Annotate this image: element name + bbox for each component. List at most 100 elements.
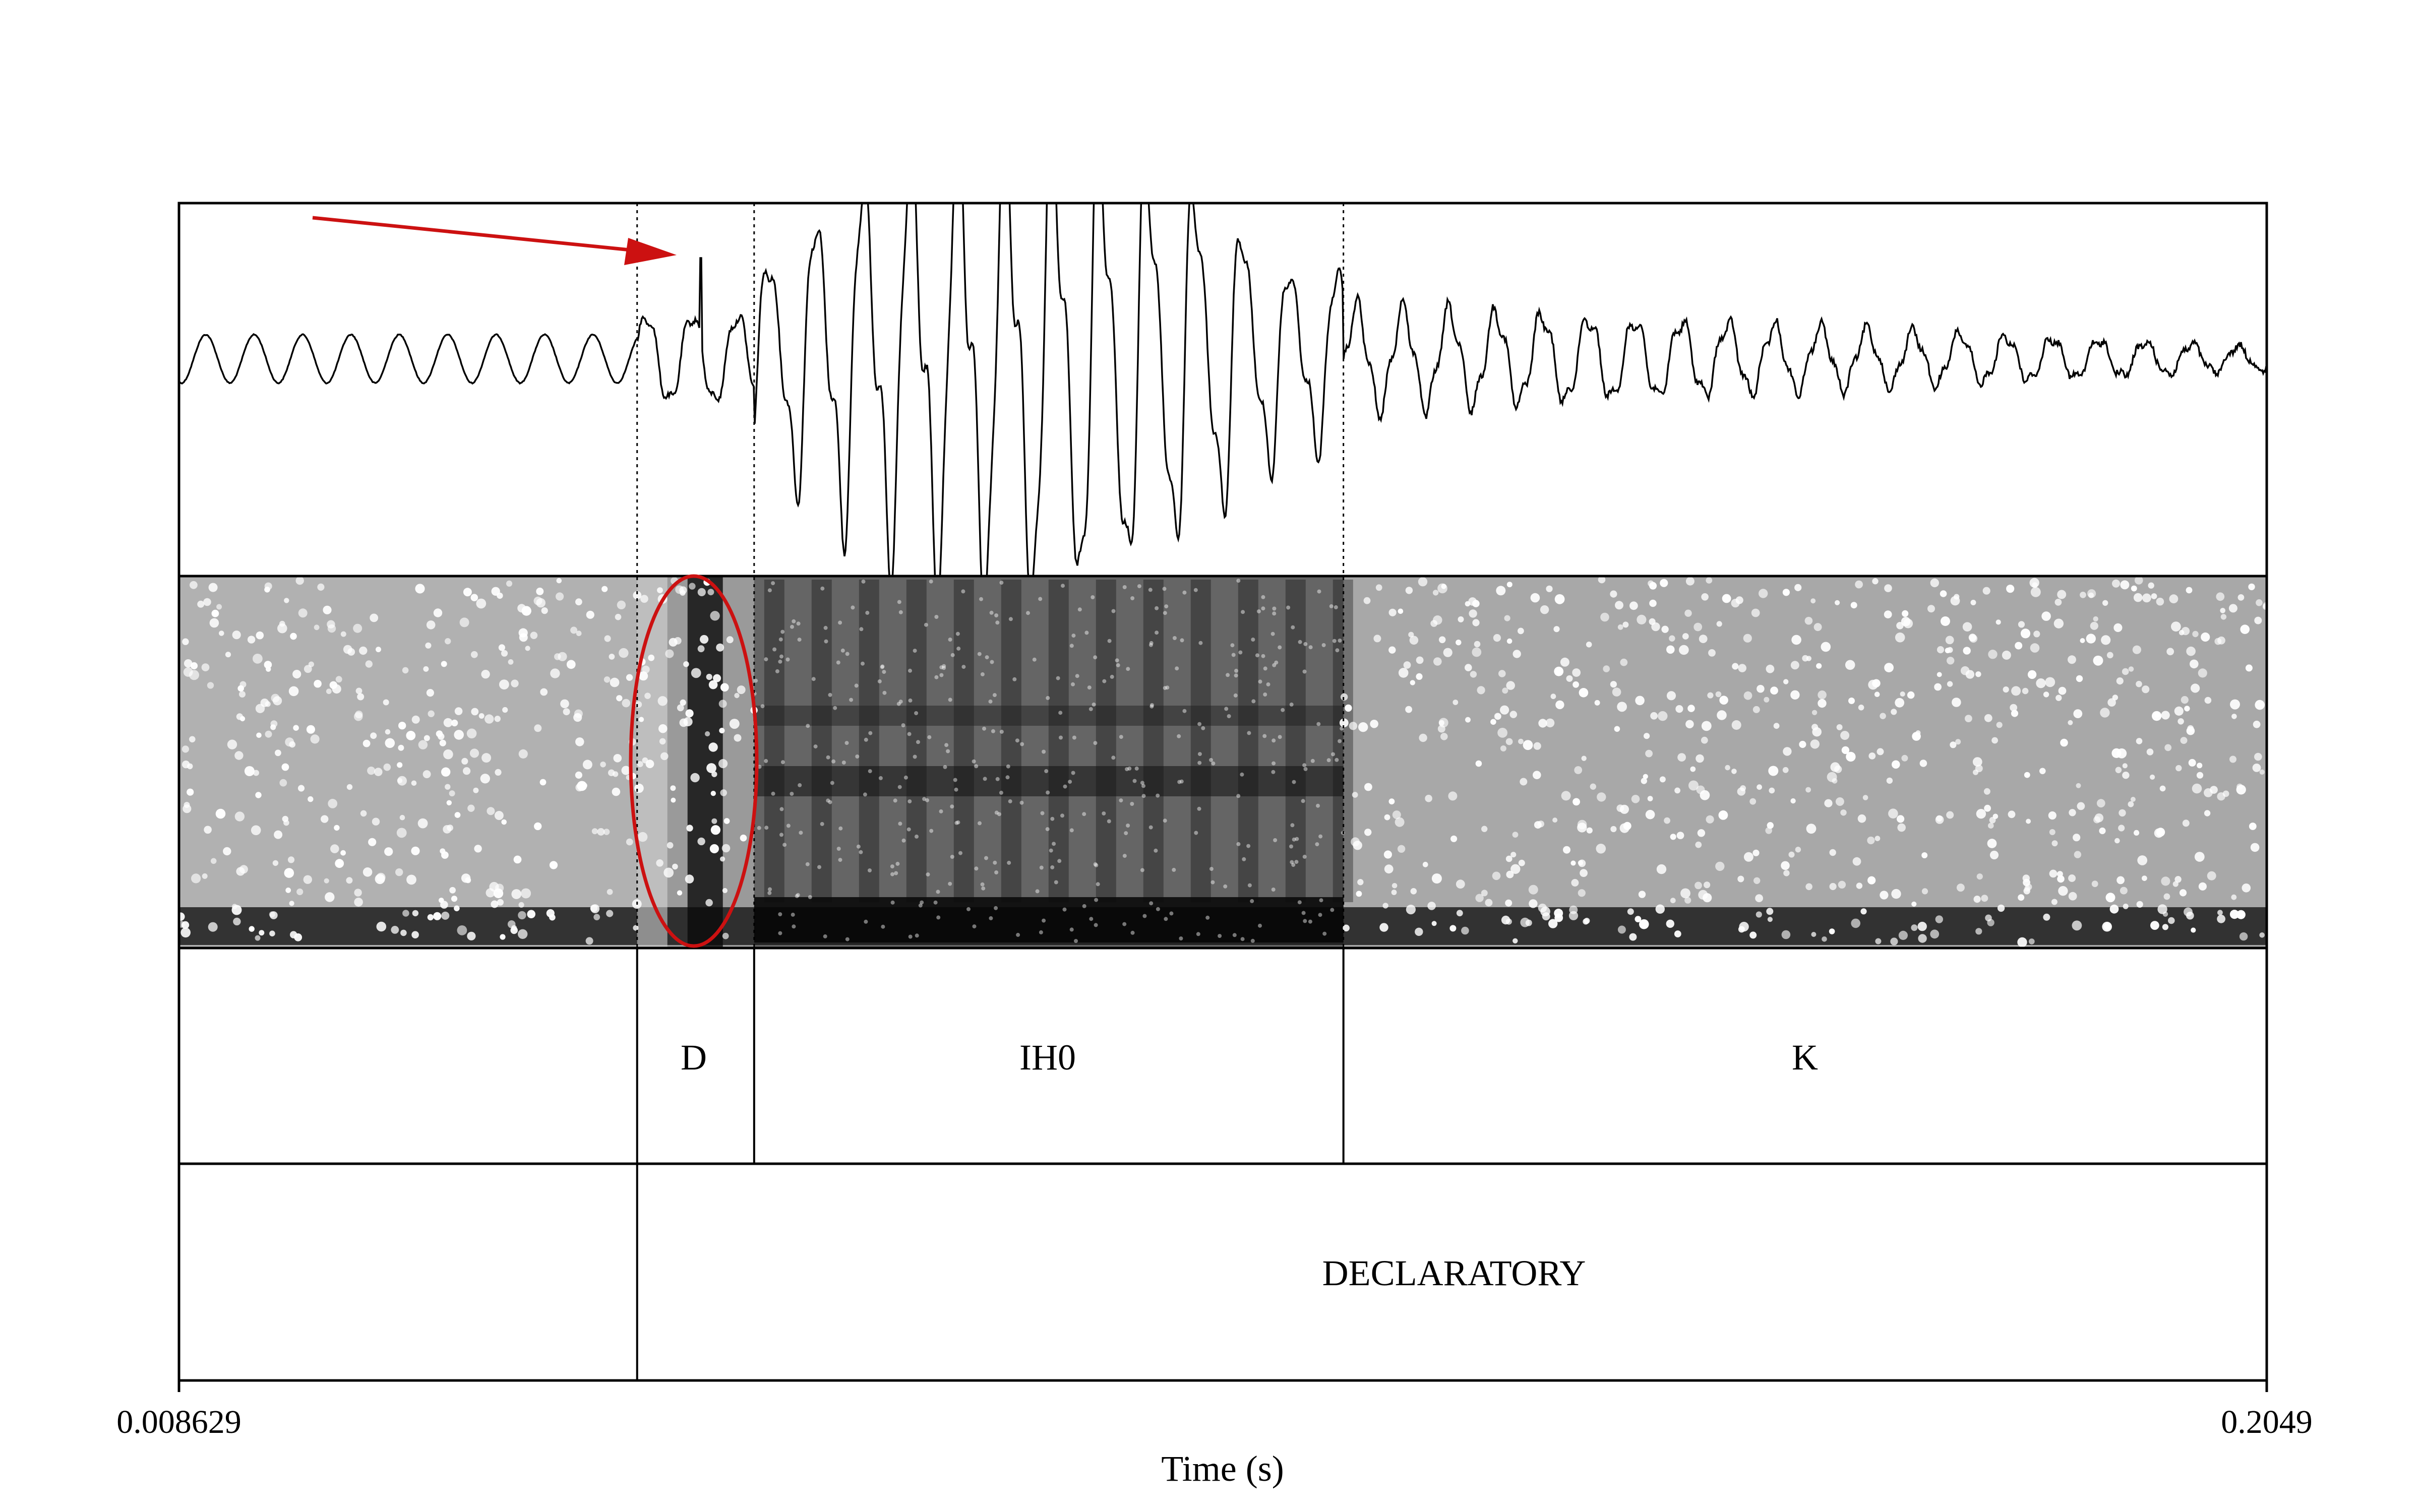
spectrogram-speck	[1533, 771, 1541, 779]
spectrogram-speck	[2113, 623, 2123, 632]
spectrogram-speck	[1122, 585, 1127, 589]
spectrogram-speck	[1810, 739, 1820, 749]
spectrogram-speck	[1140, 868, 1144, 872]
spectrogram-speck	[2239, 932, 2248, 941]
spectrogram-speck	[726, 636, 734, 644]
spectrogram-speck	[1596, 844, 1606, 854]
spectrogram-speck	[985, 655, 989, 660]
spectrogram-speck	[1193, 588, 1198, 592]
spectrogram-speck	[1701, 593, 1709, 601]
spectrogram-speck	[1357, 879, 1364, 886]
spectrogram-speck	[1370, 720, 1378, 728]
spectrogram-speck	[992, 693, 997, 698]
spectrogram-speck	[1251, 699, 1256, 704]
spectrogram-speck	[1829, 849, 1836, 856]
spectrogram-speck	[1046, 696, 1050, 700]
spectrogram-speck	[679, 718, 688, 727]
spectrogram-speck	[255, 704, 265, 714]
spectrogram-speck	[1490, 719, 1496, 725]
spectrogram-speck	[285, 737, 294, 747]
spectrogram-speck	[182, 638, 189, 645]
spectrogram-speck	[1291, 863, 1296, 867]
spectrogram-speck	[994, 906, 998, 910]
spectrogram-speck	[603, 676, 611, 683]
spectrogram-speck	[1388, 608, 1397, 616]
spectrogram-speck	[1092, 702, 1096, 707]
spectrogram-speck	[1045, 827, 1050, 832]
spectrogram-speck	[767, 891, 772, 895]
spectrogram-speck	[1867, 836, 1875, 845]
spectrogram-speck	[1892, 760, 1900, 769]
spectrogram-speck	[1947, 657, 1955, 665]
spectrogram-speck	[219, 631, 224, 636]
spectrogram-speck	[1884, 584, 1892, 592]
spectrogram-speck	[864, 919, 868, 924]
spectrogram-speck	[530, 632, 538, 639]
spectrogram-speck	[402, 910, 409, 917]
spectrogram-speck	[1512, 650, 1521, 658]
spectrogram-speck	[705, 899, 713, 907]
spectrogram-speck	[2080, 638, 2085, 643]
spectrogram-speck	[939, 809, 943, 813]
spectrogram-speck	[1506, 870, 1514, 878]
spectrogram-speck	[1610, 826, 1617, 833]
spectrogram-speck	[989, 916, 993, 920]
spectrogram-speck	[1329, 604, 1334, 608]
spec-glottal-stripe	[1096, 580, 1116, 902]
spectrogram-speck	[913, 754, 917, 759]
spectrogram-speck	[1292, 837, 1296, 842]
spectrogram-speck	[501, 819, 507, 825]
spectrogram-speck	[1016, 932, 1020, 937]
spectrogram-speck	[1175, 666, 1179, 671]
spectrogram-speck	[511, 925, 517, 931]
spectrogram-speck	[2197, 763, 2203, 769]
spectrogram-speck	[1660, 579, 1668, 587]
spectrogram-speck	[2179, 889, 2187, 897]
spectrogram-speck	[1619, 804, 1629, 814]
spectrogram-speck	[1453, 700, 1459, 705]
spectrogram-speck	[1868, 752, 1876, 760]
spectrogram-speck	[279, 779, 287, 787]
spectrogram-speck	[1465, 717, 1471, 723]
spectrogram-speck	[1437, 583, 1447, 594]
spectrogram-speck	[915, 834, 919, 839]
spectrogram-speck	[438, 733, 445, 740]
spectrogram-speck	[980, 672, 985, 676]
spectrogram-speck	[474, 845, 482, 853]
spectrogram-speck	[1749, 931, 1757, 939]
spectrogram-speck	[1580, 869, 1588, 877]
spectrogram-speck	[1119, 735, 1123, 739]
spectrogram-speck	[2204, 788, 2213, 797]
spectrogram-speck	[1498, 670, 1506, 677]
spectrogram-speck	[2015, 642, 2023, 650]
spectrogram-speck	[590, 904, 598, 912]
spec-glottal-stripe	[764, 580, 784, 902]
spectrogram-speck	[383, 699, 389, 706]
spectrogram-speck	[2132, 645, 2141, 654]
spectrogram-speck	[1326, 758, 1331, 763]
spectrogram-speck	[1475, 760, 1482, 767]
spectrogram-speck	[481, 670, 490, 679]
spectrogram-speck	[936, 890, 940, 894]
spectrogram-speck	[2136, 901, 2143, 908]
spectrogram-speck	[534, 724, 542, 732]
spectrogram-speck	[1725, 765, 1730, 771]
spectrogram-speck	[897, 785, 902, 789]
spectrogram-speck	[1982, 587, 1990, 595]
spec-glottal-stripe	[811, 580, 832, 902]
spectrogram-speck	[1571, 879, 1579, 887]
spectrogram-speck	[1196, 932, 1200, 936]
spectrogram-speck	[2048, 811, 2056, 820]
spectrogram-speck	[1790, 661, 1799, 670]
spectrogram-speck	[894, 871, 898, 875]
spectrogram-speck	[372, 817, 380, 826]
spectrogram-speck	[2217, 914, 2225, 923]
spectrogram-speck	[955, 632, 960, 636]
spectrogram-speck	[1757, 684, 1765, 693]
spectrogram-speck	[2236, 785, 2246, 795]
spectrogram-speck	[563, 708, 570, 716]
spectrogram-speck	[723, 818, 730, 824]
spectrogram-speck	[1635, 916, 1642, 922]
spectrogram-speck	[2207, 871, 2216, 880]
spectrogram-speck	[255, 935, 261, 941]
